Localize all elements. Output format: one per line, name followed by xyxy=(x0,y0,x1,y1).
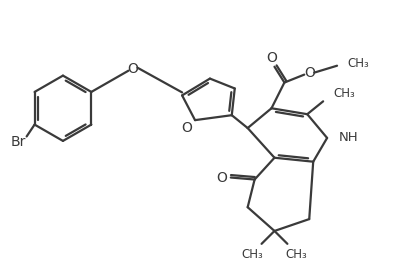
Text: O: O xyxy=(304,66,315,80)
Text: NH: NH xyxy=(339,131,359,144)
Text: CH₃: CH₃ xyxy=(333,87,355,100)
Text: O: O xyxy=(182,121,192,135)
Text: CH₃: CH₃ xyxy=(347,57,369,70)
Text: O: O xyxy=(127,62,138,76)
Text: O: O xyxy=(216,171,227,185)
Text: O: O xyxy=(266,51,277,65)
Text: CH₃: CH₃ xyxy=(242,248,264,261)
Text: Br: Br xyxy=(11,135,26,149)
Text: CH₃: CH₃ xyxy=(286,248,307,261)
